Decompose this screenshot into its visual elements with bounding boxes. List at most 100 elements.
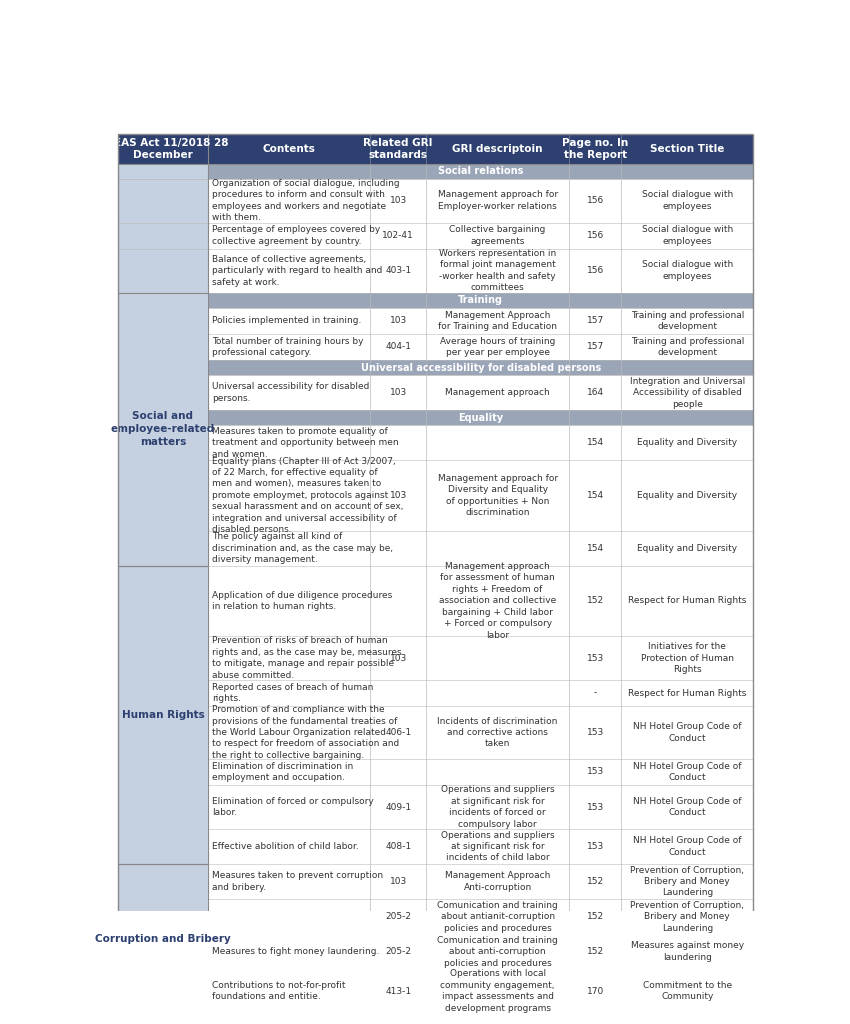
- Text: NH Hotel Group Code of
Conduct: NH Hotel Group Code of Conduct: [633, 837, 741, 857]
- Text: Elimination of discrimination in
employment and occupation.: Elimination of discrimination in employm…: [212, 762, 354, 782]
- Bar: [208, 293, 753, 307]
- Text: 103: 103: [389, 388, 407, 397]
- Text: Management approach
for assessment of human
rights + Freedom of
association and : Management approach for assessment of hu…: [439, 562, 556, 640]
- Text: 153: 153: [586, 728, 604, 737]
- Text: 153: 153: [586, 803, 604, 812]
- Bar: [118, 410, 208, 425]
- Text: Equality plans (Chapter III of Act 3/2007,
of 22 March, for effective equality o: Equality plans (Chapter III of Act 3/200…: [212, 457, 404, 535]
- Text: Prevention of Corruption,
Bribery and Money
Laundering: Prevention of Corruption, Bribery and Mo…: [631, 900, 745, 933]
- Text: Elimination of forced or compulsory
labor.: Elimination of forced or compulsory labo…: [212, 797, 374, 817]
- Text: Comunication and training
about antianit-corruption
policies and procedures: Comunication and training about antianit…: [437, 900, 558, 933]
- Text: -: -: [593, 688, 597, 697]
- Text: Contents: Contents: [263, 144, 315, 154]
- Text: Respect for Human Rights: Respect for Human Rights: [628, 596, 746, 605]
- Bar: [118, 375, 208, 410]
- Text: 153: 153: [586, 842, 604, 851]
- Bar: [118, 680, 208, 707]
- Text: Social dialogue with
employees: Social dialogue with employees: [642, 225, 733, 246]
- Text: Universal accessibility for disabled persons: Universal accessibility for disabled per…: [360, 362, 601, 373]
- Text: Comunication and training
about anti-corruption
policies and procedures: Comunication and training about anti-cor…: [437, 936, 558, 968]
- Text: 153: 153: [586, 768, 604, 776]
- Text: Contributions to not-for-profit
foundations and entitie.: Contributions to not-for-profit foundati…: [212, 981, 346, 1001]
- Text: 408-1: 408-1: [385, 842, 411, 851]
- Text: 205-2: 205-2: [385, 912, 411, 921]
- Bar: [208, 759, 753, 785]
- Bar: [118, 759, 208, 785]
- Bar: [208, 565, 753, 636]
- Bar: [208, 785, 753, 829]
- Bar: [208, 934, 753, 969]
- Text: 403-1: 403-1: [385, 266, 411, 275]
- Text: Measures taken to promote equality of
treatment and opportunity between men
and : Measures taken to promote equality of tr…: [212, 427, 399, 459]
- Text: 156: 156: [586, 231, 604, 241]
- Text: Equality and Diversity: Equality and Diversity: [638, 544, 737, 553]
- Bar: [208, 179, 753, 222]
- Text: Effective abolition of child labor.: Effective abolition of child labor.: [212, 842, 359, 851]
- Bar: [118, 829, 208, 864]
- Text: Social dialogue with
employees: Social dialogue with employees: [642, 190, 733, 211]
- Bar: [118, 530, 208, 565]
- Text: Reported cases of breach of human
rights.: Reported cases of breach of human rights…: [212, 683, 374, 703]
- Bar: [118, 360, 208, 375]
- Bar: [208, 410, 753, 425]
- Text: Social relations: Social relations: [438, 166, 524, 176]
- Text: 103: 103: [389, 197, 407, 205]
- Bar: [118, 785, 208, 829]
- Bar: [118, 134, 753, 164]
- Text: 156: 156: [586, 266, 604, 275]
- Text: 154: 154: [586, 490, 604, 500]
- Text: 157: 157: [586, 342, 604, 351]
- Bar: [208, 164, 753, 179]
- Text: 170: 170: [586, 986, 604, 995]
- Bar: [208, 864, 753, 899]
- Text: NH Hotel Group Code of
Conduct: NH Hotel Group Code of Conduct: [633, 797, 741, 817]
- Text: Workers representation in
formal joint management
-worker health and safety
comm: Workers representation in formal joint m…: [439, 249, 556, 293]
- Text: Related GRI
standards: Related GRI standards: [364, 137, 433, 161]
- Text: Total number of training hours by
professional category.: Total number of training hours by profes…: [212, 337, 364, 357]
- Text: Application of due diligence procedures
in relation to human rights.: Application of due diligence procedures …: [212, 591, 393, 611]
- Bar: [118, 864, 208, 1013]
- Bar: [208, 375, 753, 410]
- Bar: [208, 636, 753, 680]
- Text: Section Title: Section Title: [650, 144, 724, 154]
- Bar: [118, 934, 208, 969]
- Bar: [208, 249, 753, 293]
- Bar: [208, 307, 753, 334]
- Bar: [118, 334, 208, 360]
- Text: The policy against all kind of
discrimination and, as the case may be,
diversity: The policy against all kind of discrimin…: [212, 532, 394, 564]
- Text: 205-2: 205-2: [385, 947, 411, 956]
- Bar: [118, 565, 208, 636]
- Text: 102-41: 102-41: [382, 231, 414, 241]
- Text: NH Hotel Group Code of
Conduct: NH Hotel Group Code of Conduct: [633, 722, 741, 742]
- Text: 103: 103: [389, 316, 407, 326]
- Text: Operations with local
community engagement,
impact assessments and
development p: Operations with local community engageme…: [440, 970, 555, 1013]
- Text: NH Hotel Group Code of
Conduct: NH Hotel Group Code of Conduct: [633, 762, 741, 782]
- Text: Training and professional
development: Training and professional development: [631, 337, 744, 357]
- Bar: [208, 334, 753, 360]
- Bar: [118, 179, 208, 222]
- Text: Equality and Diversity: Equality and Diversity: [638, 490, 737, 500]
- Text: 157: 157: [586, 316, 604, 326]
- Text: Measures taken to prevent corruption
and bribery.: Measures taken to prevent corruption and…: [212, 871, 383, 892]
- Text: 152: 152: [586, 912, 604, 921]
- Bar: [118, 425, 208, 460]
- Text: 404-1: 404-1: [385, 342, 411, 351]
- Text: 409-1: 409-1: [385, 803, 411, 812]
- Text: Balance of collective agreements,
particularly with regard to health and
safety : Balance of collective agreements, partic…: [212, 255, 382, 287]
- Text: Human Rights: Human Rights: [122, 710, 204, 720]
- Bar: [118, 307, 208, 334]
- Text: Measures against money
laundering: Measures against money laundering: [631, 941, 744, 962]
- Bar: [208, 707, 753, 759]
- Text: 156: 156: [586, 197, 604, 205]
- Text: Promotion of and compliance with the
provisions of the fundamental treaties of
t: Promotion of and compliance with the pro…: [212, 706, 400, 760]
- Text: Percentage of employees covered by
collective agreement by country.: Percentage of employees covered by colle…: [212, 225, 381, 246]
- Text: 406-1: 406-1: [385, 728, 411, 737]
- Text: 154: 154: [586, 438, 604, 447]
- Text: Social and
employee-related
matters: Social and employee-related matters: [110, 412, 215, 446]
- Bar: [118, 293, 208, 565]
- Text: Training and professional
development: Training and professional development: [631, 310, 744, 331]
- Bar: [118, 636, 208, 680]
- Bar: [208, 222, 753, 249]
- Bar: [118, 460, 208, 530]
- Text: 103: 103: [389, 877, 407, 886]
